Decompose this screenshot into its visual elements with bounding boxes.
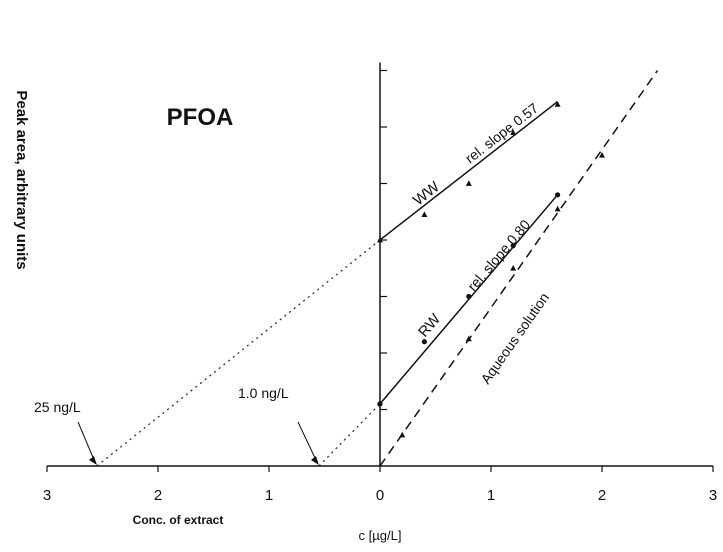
- extrapolation-line: [318, 403, 381, 467]
- x-tick-label: 1: [487, 487, 495, 504]
- data-point: [377, 236, 383, 243]
- annotation-arrow: [77, 421, 96, 463]
- data-point: [510, 129, 517, 136]
- data-point: [510, 265, 517, 271]
- series-line: [379, 70, 659, 467]
- chart-title: PFOA: [167, 104, 234, 131]
- x-axis-label-extract: Conc. of extract: [133, 513, 224, 527]
- data-point: [377, 401, 383, 407]
- data-point: [421, 339, 427, 345]
- series-line: [379, 100, 559, 241]
- x-tick-label: 2: [154, 487, 162, 504]
- slope-label-ww: rel. slope 0.57: [462, 100, 541, 167]
- x-tick-label: 0: [376, 487, 384, 504]
- x-axis-label-conc: c [µg/L]: [359, 528, 402, 543]
- series-layer: [96, 70, 659, 467]
- series-label-rw: RW: [415, 310, 445, 340]
- annotation-arrowhead: [310, 456, 319, 465]
- data-point: [554, 205, 561, 212]
- data-point: [510, 243, 516, 249]
- x-tick-label: 1: [265, 487, 273, 504]
- annotation-25ngl: 25 ng/L: [34, 399, 81, 415]
- annotation-1ngl: 1.0 ng/L: [238, 385, 289, 401]
- data-point: [555, 192, 561, 198]
- series-line: [379, 194, 559, 405]
- x-tick-label: 3: [709, 487, 717, 504]
- annotation-arrow: [297, 421, 318, 463]
- data-point: [399, 431, 406, 438]
- annotations: 25 ng/L 1.0 ng/L: [34, 385, 319, 465]
- series-label-aqueous: Aqueous solution: [477, 290, 552, 387]
- extrapolation-line: [96, 239, 381, 467]
- data-point: [465, 335, 472, 342]
- slope-label-rw: rel. slope 0.80: [464, 216, 533, 294]
- tick-labels: 3 2 1 0 1 2 3: [43, 487, 717, 504]
- data-point: [599, 152, 605, 158]
- data-point: [554, 101, 561, 107]
- data-point: [466, 293, 472, 300]
- axes: [46, 62, 714, 472]
- data-point: [465, 180, 472, 186]
- data-point: [421, 211, 428, 217]
- y-axis-label: Peak area, arbitrary units: [13, 90, 30, 269]
- x-tick-label: 2: [598, 487, 606, 504]
- x-tick-label: 3: [43, 487, 51, 504]
- annotation-arrowhead: [88, 456, 97, 465]
